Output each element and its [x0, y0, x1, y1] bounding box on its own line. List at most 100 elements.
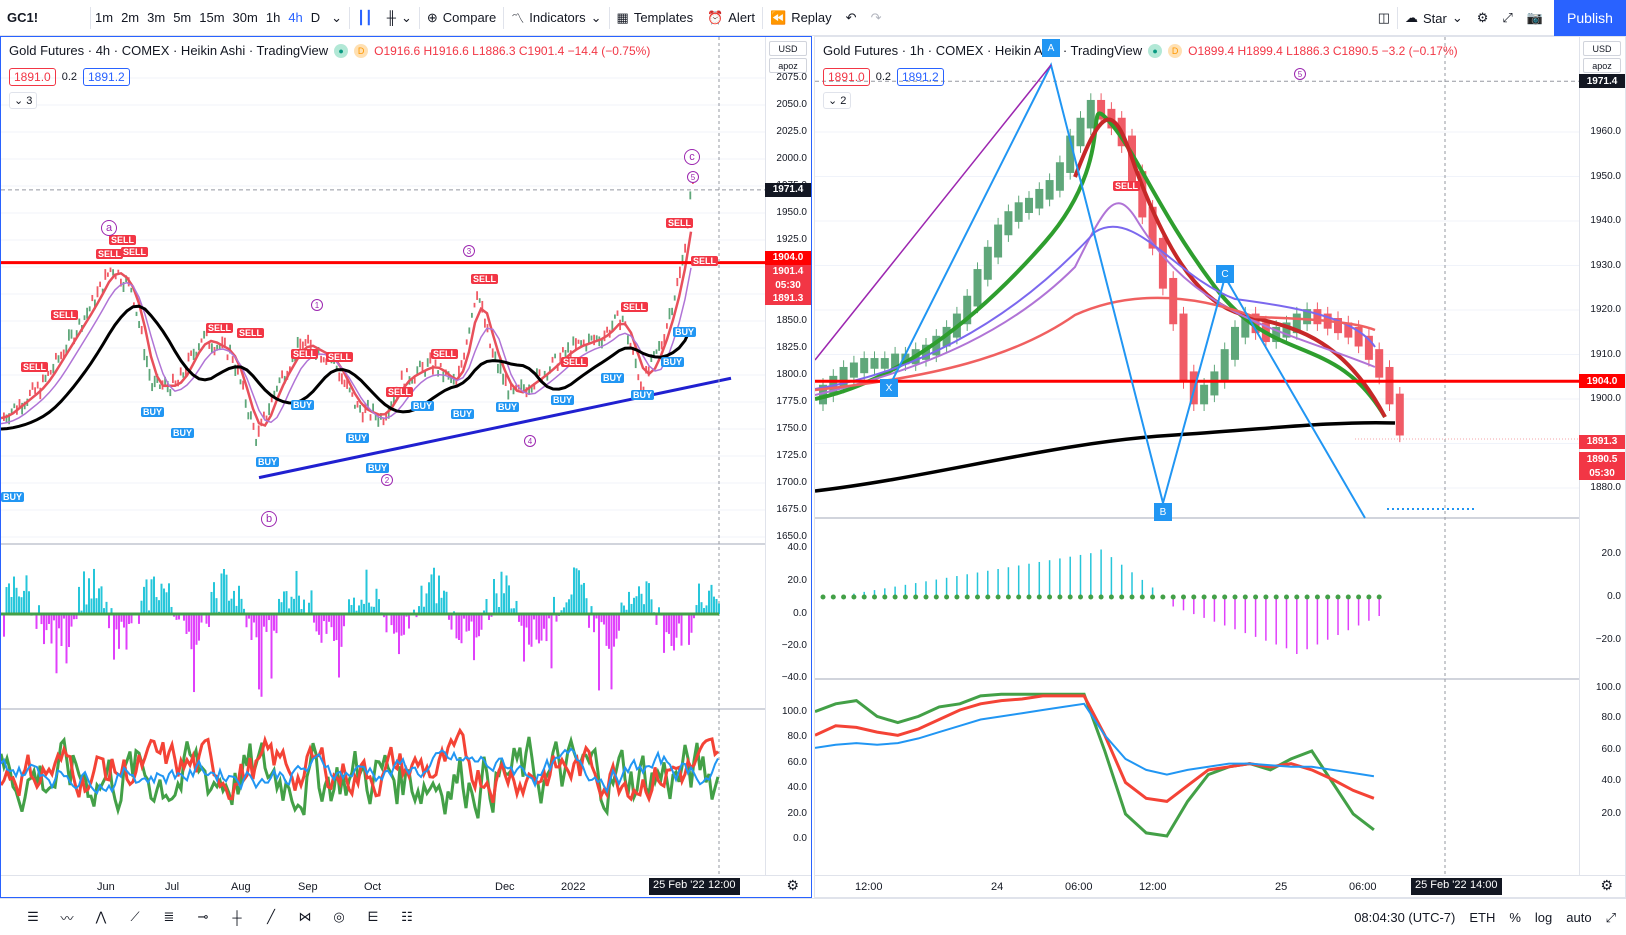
osc-bar-positive	[295, 570, 298, 614]
chart-pane-right[interactable]: Gold Futures · 1h · COMEX · Heikin Ashi …	[814, 36, 1626, 898]
osc-zero-dot	[985, 594, 991, 600]
ray-tool-icon[interactable]: ⊸	[197, 909, 209, 924]
fib-tool-icon[interactable]: ≣	[163, 909, 175, 924]
clock-timezone[interactable]: 08:04:30 (UTC-7)	[1354, 910, 1456, 925]
bars-pattern-tool-icon[interactable]: ┼	[232, 909, 242, 925]
symbol-search[interactable]: GC1!	[7, 10, 39, 25]
interval-30m[interactable]: 30m	[232, 10, 258, 25]
osc-bar-positive	[215, 598, 218, 614]
alert-button[interactable]: ⏰ Alert	[700, 0, 762, 36]
interval-dropdown[interactable]: ⌄	[324, 0, 349, 36]
bar-style-button[interactable]: ┃┃	[350, 0, 380, 36]
wave-count-tool-icon[interactable]: ⋀	[95, 909, 107, 924]
osc-zero-dot	[1160, 594, 1166, 600]
interval-3m[interactable]: 3m	[147, 10, 166, 25]
buy-price-button[interactable]: 1891.2	[83, 68, 130, 86]
chart-type-button[interactable]: ╫ ⌄	[380, 0, 419, 36]
fullscreen-icon[interactable]: ⤢	[1605, 909, 1616, 925]
right-price-scale[interactable]: USD apoz 1960.0 1950.0 1940.0 1930.0 1920.0 1…	[1579, 37, 1625, 897]
settings-button[interactable]: ⚙	[1470, 0, 1496, 36]
right-time-axis[interactable]: 25 Feb '22 14:00 ⚙ 12:00 24 06:00 12:00 25 06…	[815, 875, 1625, 897]
undo-button[interactable]: ↶	[839, 0, 864, 36]
interval-2m[interactable]: 2m	[121, 10, 140, 25]
left-chart-plot[interactable]	[1, 37, 767, 877]
gann-tool-icon[interactable]: ◎	[333, 909, 345, 924]
candle	[252, 422, 255, 430]
osc-zero-dot	[975, 594, 980, 600]
eye-icon[interactable]: ●	[1148, 43, 1163, 58]
osc-bar-positive	[648, 583, 650, 614]
osc-bar-negative	[320, 614, 323, 643]
levels-tool-icon[interactable]: ⋿	[367, 909, 379, 924]
gear-icon[interactable]: ⚙	[786, 877, 799, 893]
chart-pane-left[interactable]: Gold Futures · 4h · COMEX · Heikin Ashi …	[0, 36, 812, 898]
trend-angle-tool-icon[interactable]: ⟋	[130, 909, 140, 924]
osc-bar-positive	[278, 598, 280, 614]
menu-icon[interactable]: ☰	[27, 909, 39, 924]
candle	[242, 380, 244, 390]
scale-mode-button[interactable]: apoz	[1583, 58, 1621, 73]
osc-bar-positive	[513, 608, 515, 614]
compare-button[interactable]: ⊕ Compare	[420, 0, 503, 36]
osc-zero-dot	[872, 594, 877, 600]
line-tool-icon[interactable]: ╱	[267, 909, 275, 924]
scale-mode-button[interactable]: apoz	[769, 58, 807, 73]
replay-button[interactable]: ⏪ Replay	[763, 0, 839, 36]
candle	[411, 377, 413, 384]
templates-button[interactable]: ▦ Templates	[610, 0, 701, 36]
interval-D[interactable]: D	[310, 10, 321, 25]
indicator-collapse-button[interactable]: ⌄ 3	[9, 92, 38, 109]
layout-name-button[interactable]: ☁ Star ⌄	[1398, 0, 1470, 36]
candle	[44, 374, 47, 383]
data-delay-icon[interactable]: D	[1168, 43, 1183, 58]
object-tree-icon[interactable]: ☷	[401, 909, 413, 924]
candle	[463, 352, 465, 360]
snapshot-button[interactable]: 📷	[1520, 0, 1550, 36]
candle	[1014, 202, 1023, 222]
left-time-axis[interactable]: 25 Feb '22 12:00 ⚙ Jun Jul Aug Sep Oct Dec 202…	[1, 875, 811, 897]
interval-1h[interactable]: 1h	[265, 10, 281, 25]
sell-price-button[interactable]: 1891.0	[823, 68, 870, 86]
candle	[601, 338, 603, 349]
candle	[309, 339, 312, 350]
osc-zero-dot	[933, 594, 939, 600]
currency-button[interactable]: USD	[769, 41, 807, 56]
toolbar-divider	[608, 6, 610, 29]
candle	[1138, 171, 1147, 218]
candle	[239, 379, 242, 385]
osc-bar-negative	[75, 614, 78, 620]
fullscreen-button[interactable]: ⤢	[1495, 0, 1519, 36]
publish-button[interactable]: Publish	[1554, 0, 1626, 36]
indicators-button[interactable]: 〽 Indicators ⌄	[504, 0, 608, 36]
layout-button[interactable]: ◫	[1371, 0, 1397, 36]
candle	[117, 269, 120, 275]
interval-15m[interactable]: 15m	[199, 10, 225, 25]
chevron-down-icon: ⌄	[1451, 10, 1463, 25]
osc-bar-negative	[108, 614, 110, 629]
session-button[interactable]: ETH	[1469, 910, 1496, 925]
gear-icon[interactable]: ⚙	[1600, 877, 1613, 893]
zigzag-tool-icon[interactable]: 〰	[60, 910, 74, 926]
buy-price-button[interactable]: 1891.2	[897, 68, 944, 86]
candle	[143, 349, 146, 361]
percent-scale-button[interactable]: %	[1509, 910, 1521, 925]
data-delay-icon[interactable]: D	[354, 43, 369, 58]
osc-zero-dot	[1273, 594, 1279, 600]
interval-1m[interactable]: 1m	[95, 10, 114, 25]
candle	[1395, 393, 1404, 436]
interval-4h[interactable]: 4h	[288, 10, 303, 25]
log-scale-button[interactable]: log	[1534, 910, 1553, 925]
left-price-scale[interactable]: USD apoz 2075.02050.02025.02000.01975.01…	[765, 37, 811, 897]
indicator-collapse-button[interactable]: ⌄ 2	[823, 92, 852, 109]
eye-icon[interactable]: ●	[334, 43, 349, 58]
ma-purple-line	[815, 202, 1376, 396]
pattern-tool-icon[interactable]: ⋈	[298, 909, 312, 924]
sell-price-button[interactable]: 1891.0	[9, 68, 56, 86]
right-chart-plot[interactable]	[815, 37, 1581, 877]
interval-5m[interactable]: 5m	[173, 10, 192, 25]
redo-button[interactable]: ↷	[864, 0, 889, 36]
currency-button[interactable]: USD	[1583, 41, 1621, 56]
auto-scale-button[interactable]: auto	[1566, 910, 1592, 925]
osc-bar-positive	[423, 606, 425, 614]
candle	[471, 312, 473, 318]
